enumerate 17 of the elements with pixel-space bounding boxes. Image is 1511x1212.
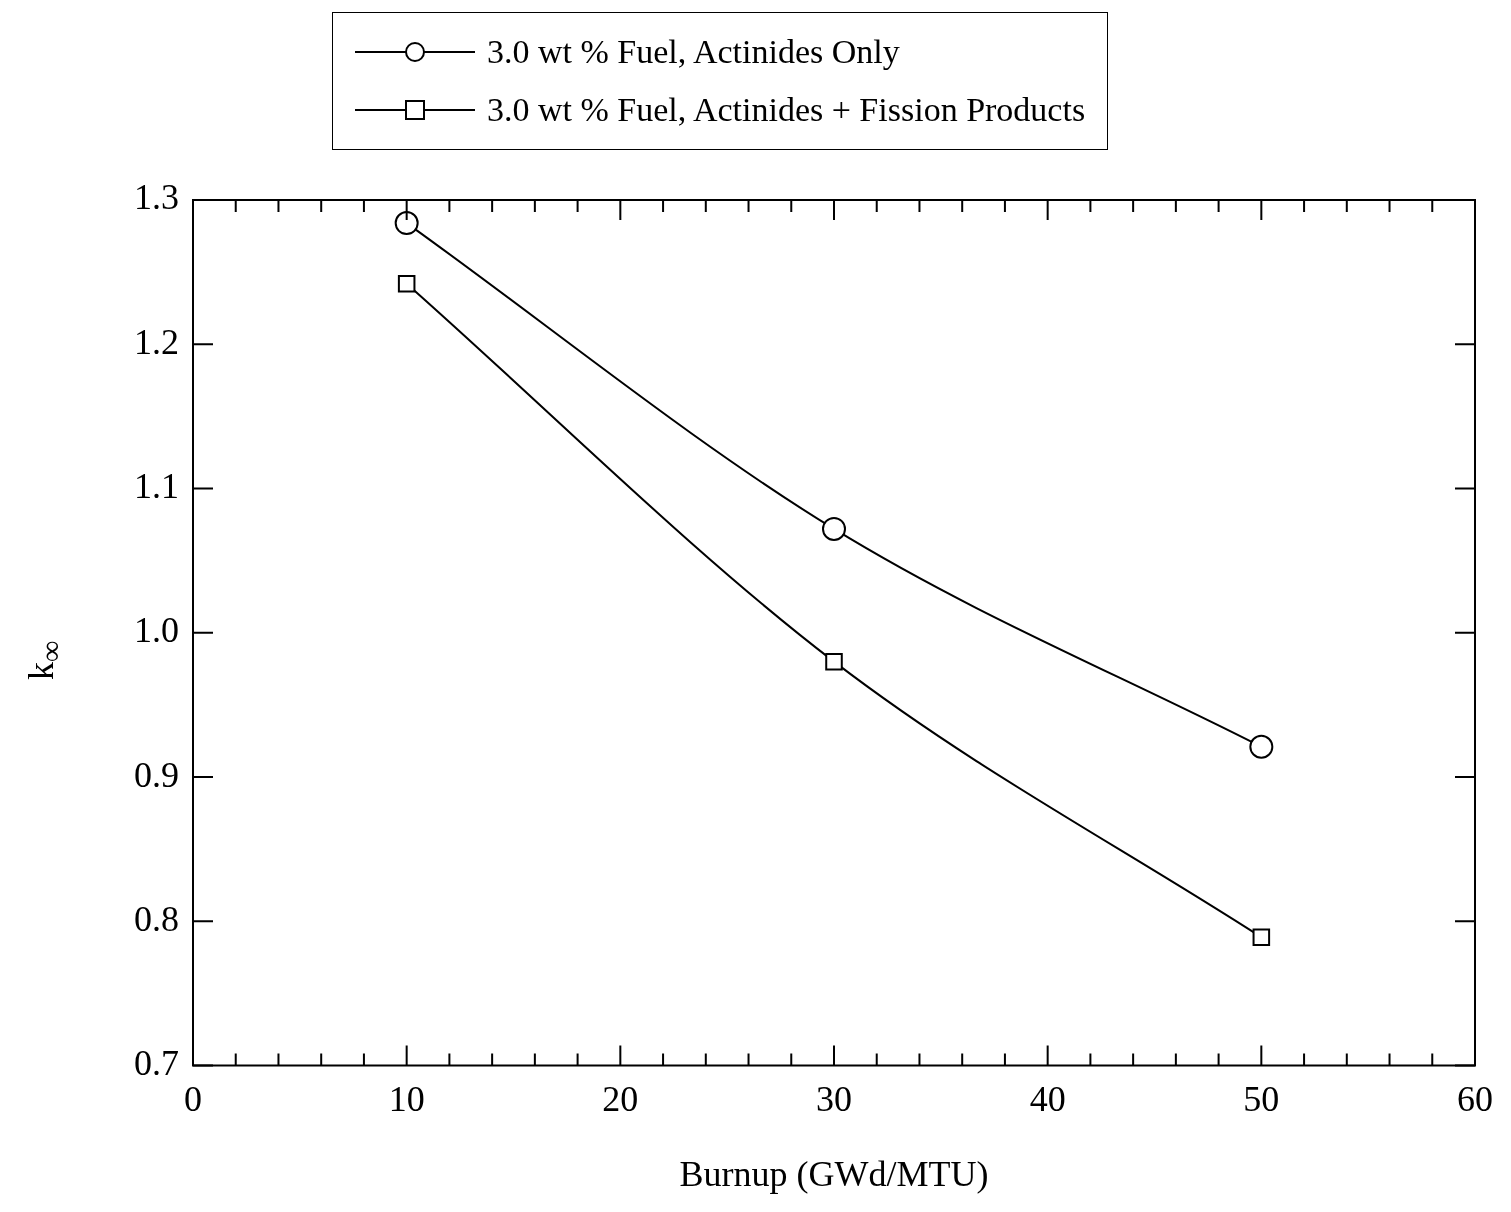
y-tick-label: 0.9 bbox=[134, 754, 179, 795]
x-tick-label: 30 bbox=[816, 1078, 852, 1119]
x-tick-label: 20 bbox=[602, 1078, 639, 1119]
x-axis-title: Burnup (GWd/MTU) bbox=[679, 1153, 989, 1194]
y-tick-label: 1.3 bbox=[134, 177, 179, 218]
legend-label: 3.0 wt % Fuel, Actinides Only bbox=[487, 33, 900, 71]
y-tick-label: 0.8 bbox=[134, 898, 179, 939]
y-tick-label: 1.0 bbox=[134, 610, 179, 651]
x-tick-label: 40 bbox=[1029, 1078, 1066, 1119]
x-tick-label: 60 bbox=[1457, 1078, 1493, 1119]
y-tick-label: 1.1 bbox=[134, 465, 179, 506]
x-tick-label: 0 bbox=[184, 1078, 202, 1119]
x-tick-label: 50 bbox=[1243, 1078, 1280, 1119]
x-tick-label: 10 bbox=[388, 1078, 425, 1119]
y-tick-label: 1.2 bbox=[134, 321, 179, 362]
y-tick-label: 0.7 bbox=[134, 1043, 179, 1084]
legend-label: 3.0 wt % Fuel, Actinides + Fission Products bbox=[487, 91, 1086, 129]
